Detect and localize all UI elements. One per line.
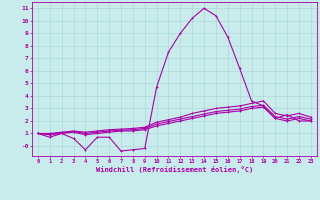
X-axis label: Windchill (Refroidissement éolien,°C): Windchill (Refroidissement éolien,°C) xyxy=(96,166,253,173)
